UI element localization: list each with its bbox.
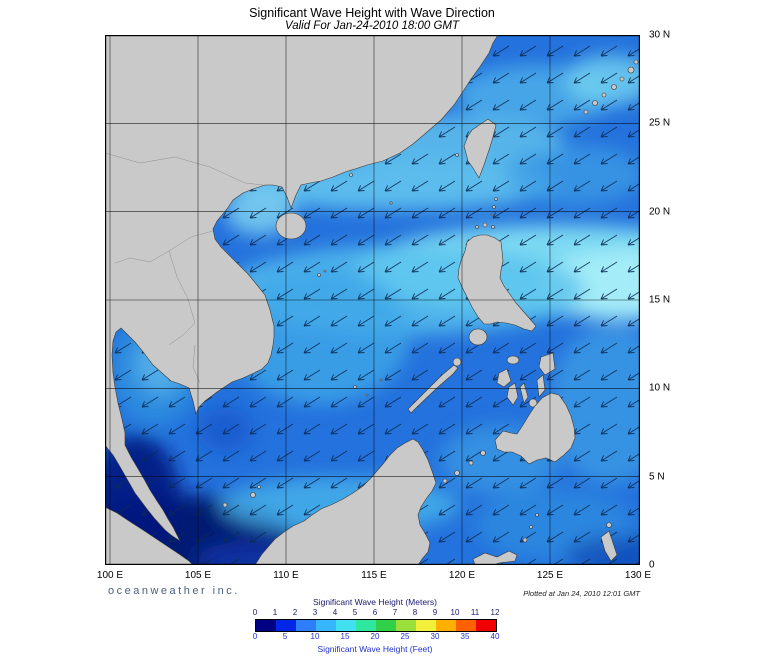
country-borders [105, 152, 264, 384]
leyte-island [536, 374, 546, 398]
tick-label: 30 N [649, 29, 671, 41]
mindoro-island [468, 328, 488, 346]
tick-label: 100 E [96, 570, 124, 581]
grid-layer [105, 35, 640, 565]
tick-label: 25 N [649, 117, 671, 129]
tick-label: 20 N [649, 206, 671, 218]
tick-label: 30 [430, 632, 440, 641]
colorbar-segment [296, 620, 316, 631]
tick-label: 15 N [649, 294, 671, 306]
tick-label: 4 [332, 608, 338, 617]
colorbar-segment [256, 620, 276, 631]
tick-label: 20 [370, 632, 380, 641]
tick-label: 130 E [624, 570, 652, 581]
tick-label: 25 [400, 632, 410, 641]
tick-label: 5 [352, 608, 358, 617]
panay-island [496, 368, 512, 388]
tick-label: 120 E [448, 570, 476, 581]
oceanweather-credit: oceanweather inc. [108, 585, 240, 597]
colorbar-segment [316, 620, 336, 631]
tick-label: 105 E [184, 570, 212, 581]
borneo-island [254, 438, 437, 565]
tick-label: 1 [272, 608, 278, 617]
colorbar-segment [376, 620, 396, 631]
tick-label: 0 [649, 559, 655, 571]
tick-label: 125 E [536, 570, 564, 581]
tick-label: 110 E [273, 570, 299, 581]
tick-label: 10 [310, 632, 320, 641]
bohol-island [528, 398, 538, 408]
tick-label: 12 [490, 608, 500, 617]
tick-label: 6 [372, 608, 378, 617]
plotted-timestamp: Plotted at Jan 24, 2010 12:01 GMT [523, 589, 640, 598]
sulawesi-tip [472, 550, 518, 565]
tick-label: 2 [292, 608, 298, 617]
colorbar-segment [336, 620, 356, 631]
tick-label: 8 [412, 608, 418, 617]
cebu-island [519, 382, 529, 404]
batanes-babuyan-islands [475, 197, 498, 229]
tick-label: 40 [490, 632, 500, 641]
colorbar-strip [255, 619, 497, 632]
tick-label: 35 [460, 632, 470, 641]
tick-label: 10 [450, 608, 460, 617]
tick-label: 0 [252, 632, 258, 641]
colorbar-segment [396, 620, 416, 631]
tick-label: 10 N [649, 382, 671, 394]
y-axis-labels: 30 N 25 N 20 N 15 N 10 N 5 N 0 [649, 30, 694, 571]
colorbar-segment [456, 620, 476, 631]
masbate-island [506, 355, 520, 365]
sumatra-island [105, 506, 194, 565]
x-axis-labels: 100 E 105 E 110 E 115 E 120 E 125 E 130 E [97, 570, 651, 584]
colorbar-segment [416, 620, 436, 631]
tick-label: 5 [282, 632, 288, 641]
colorbar-segment [276, 620, 296, 631]
tick-label: 3 [312, 608, 318, 617]
legend-meters-ticks: 0 1 2 3 4 5 6 7 8 9 10 11 12 [252, 608, 500, 618]
tick-label: 15 [340, 632, 350, 641]
hainan-island [275, 212, 307, 240]
map-border [105, 35, 640, 565]
colorbar-segment [476, 620, 496, 631]
tick-label: 5 N [649, 471, 665, 483]
valid-time-subtitle: Valid For Jan-24-2010 18:00 GMT [284, 20, 460, 32]
legend-feet-ticks: 0 5 10 15 20 25 30 35 40 [252, 632, 500, 642]
map-frame [105, 35, 640, 565]
natuna-islands [250, 492, 256, 498]
colorbar-segment [436, 620, 456, 631]
ryukyu-islands [583, 59, 639, 115]
tick-label: 11 [470, 608, 480, 617]
halmahera-island [600, 530, 618, 562]
map-canvas [105, 35, 640, 565]
mainland-asia [105, 35, 499, 542]
paracel-islands [317, 273, 321, 277]
tick-label: 9 [432, 608, 438, 617]
luzon-island [457, 234, 537, 332]
page-title: Significant Wave Height with Wave Direct… [249, 6, 495, 20]
colorbar-segment [356, 620, 376, 631]
tick-label: 115 E [361, 570, 387, 581]
legend-meters-label: Significant Wave Height (Meters) [313, 597, 437, 607]
land-layer [105, 35, 639, 565]
tick-label: 7 [392, 608, 398, 617]
legend-feet-label: Significant Wave Height (Feet) [317, 644, 433, 654]
taiwan-island [463, 118, 497, 179]
palawan-island [407, 364, 459, 414]
mindanao-island [494, 392, 576, 465]
tick-label: 0 [252, 608, 258, 617]
